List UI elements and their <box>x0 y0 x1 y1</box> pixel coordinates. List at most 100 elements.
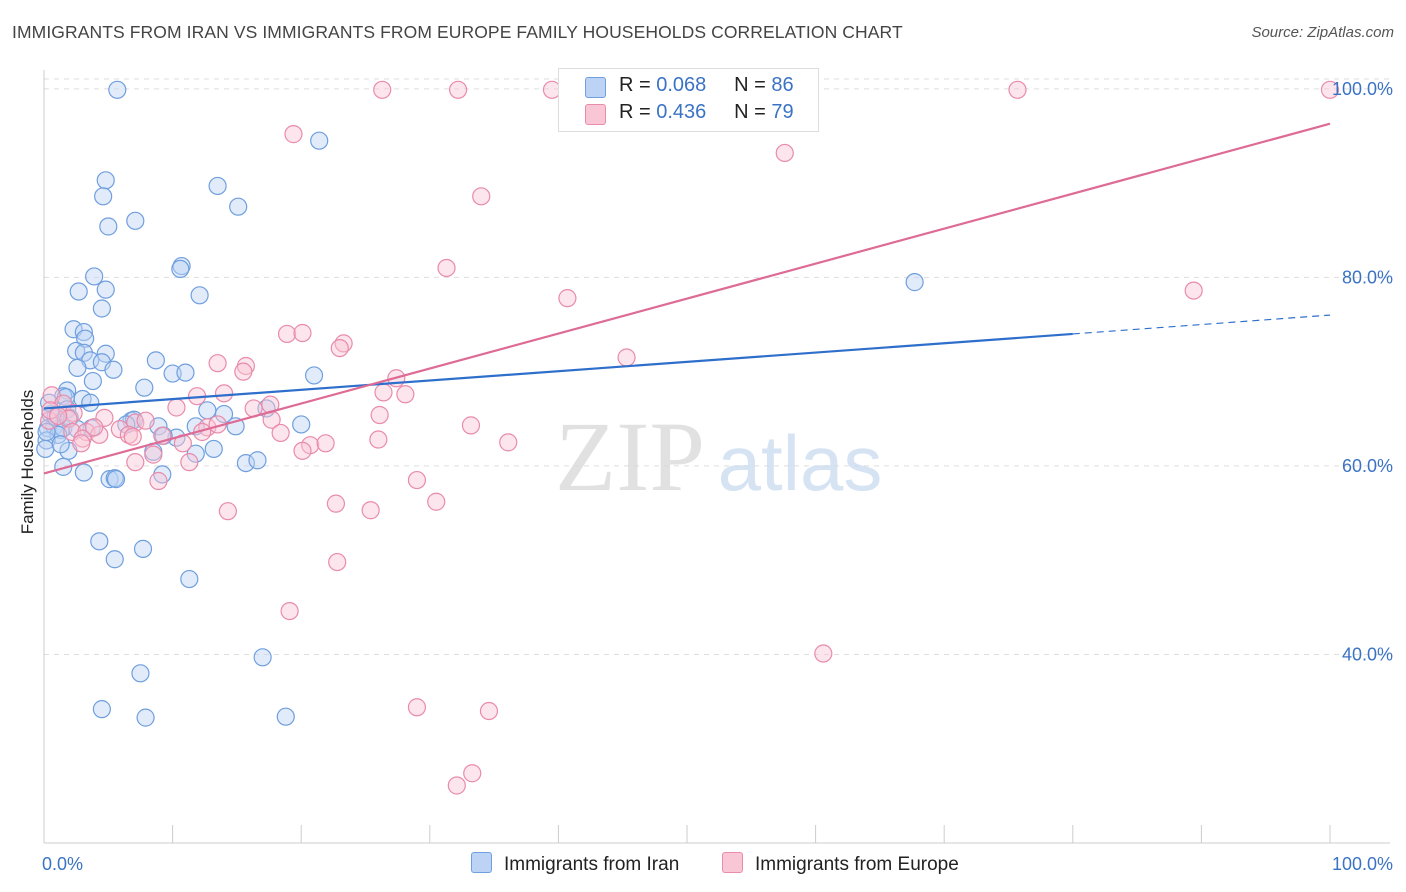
europe-point-0 <box>373 80 392 99</box>
europe-point-57 <box>369 430 388 449</box>
iran-point-2 <box>96 171 115 190</box>
europe-point-7 <box>1320 80 1340 99</box>
watermark-zip: ZIP <box>555 401 705 512</box>
iran-point-62 <box>236 453 256 473</box>
iran-point-3 <box>94 187 113 206</box>
trend-lines <box>43 122 1331 475</box>
iran-point-36 <box>81 393 100 412</box>
iran-point-18 <box>76 329 95 348</box>
europe-point-1 <box>448 80 468 99</box>
axes <box>43 70 1390 844</box>
europe-point-29 <box>167 398 186 417</box>
europe-point-66 <box>427 492 446 511</box>
europe-point-9 <box>775 143 794 163</box>
x-tick-label-0: 0.0% <box>42 854 83 874</box>
europe-point-25 <box>214 384 234 403</box>
iran-point-72 <box>90 532 109 551</box>
iran-point-69 <box>106 470 126 489</box>
europe-point-68 <box>218 502 237 521</box>
iran-point-30 <box>83 371 102 391</box>
europe-point-11 <box>437 258 456 278</box>
y-tick-label-3: 100.0% <box>1332 79 1393 99</box>
europe-point-78 <box>85 418 104 437</box>
europe-point-62 <box>126 453 145 472</box>
bottom-legend-label-europe: Immigrants from Europe <box>755 854 959 875</box>
iran-point-13 <box>96 280 115 299</box>
europe-point-77 <box>49 406 68 426</box>
iran-point-20 <box>74 343 93 362</box>
europe-point-75 <box>447 776 466 795</box>
europe-point-6 <box>1008 80 1027 99</box>
europe-point-24 <box>396 385 415 404</box>
iran-point-15 <box>92 299 111 318</box>
bottom-legend-label-iran: Immigrants from Iran <box>504 854 680 875</box>
europe-point-64 <box>149 471 168 491</box>
europe-point-73 <box>479 701 499 721</box>
iran-point-4 <box>208 176 227 196</box>
iran-point-24 <box>146 351 165 370</box>
iran-point-26 <box>104 360 123 379</box>
iran-point-25 <box>68 358 87 377</box>
europe-point-61 <box>144 445 163 464</box>
europe-point-59 <box>293 441 312 460</box>
correlation-legend: R = 0.068 N = 86 R = 0.436 N = 79 <box>558 68 819 132</box>
legend-swatch-europe <box>585 104 606 125</box>
bottom-legend-iran: Immigrants from Iran <box>471 852 679 876</box>
iran-point-77 <box>131 664 150 683</box>
iran-point-73 <box>133 539 153 558</box>
europe-point-74 <box>463 764 482 783</box>
iran-point-0 <box>108 80 127 99</box>
iran-point-40 <box>214 404 234 424</box>
europe-point-10 <box>472 187 491 206</box>
series-europe-points <box>40 80 1340 795</box>
iran-point-68 <box>105 469 124 488</box>
iran-point-67 <box>100 470 119 489</box>
europe-point-32 <box>370 405 389 425</box>
iran-point-39 <box>198 401 217 420</box>
chart-title: IMMIGRANTS FROM IRAN VS IMMIGRANTS FROM … <box>12 22 903 42</box>
europe-point-54 <box>180 453 199 472</box>
trend-line-europe <box>43 122 1331 475</box>
europe-point-42 <box>461 416 481 435</box>
legend-europe-r-value: 0.436 <box>656 101 707 123</box>
watermark-atlas: atlas <box>718 419 883 507</box>
legend-europe-r-label: R = <box>619 101 651 123</box>
legend-iran-r-value: 0.068 <box>656 74 707 96</box>
iran-point-28 <box>176 363 195 382</box>
europe-point-34 <box>64 404 83 423</box>
europe-point-60 <box>72 434 91 453</box>
bottom-legend-europe: Immigrants from Europe <box>722 852 959 876</box>
source-label: Source: ZipAtlas.com <box>1251 24 1394 41</box>
iran-point-76 <box>253 648 272 667</box>
iran-point-12 <box>69 282 88 301</box>
europe-point-38 <box>136 411 155 430</box>
europe-point-70 <box>280 601 299 621</box>
iran-point-7 <box>99 217 118 236</box>
iran-point-6 <box>126 211 145 230</box>
iran-point-17 <box>74 322 93 342</box>
europe-point-23 <box>374 383 393 402</box>
y-axis-label: Family Households <box>18 390 37 535</box>
europe-point-21 <box>234 362 253 381</box>
legend-europe-n-value: 79 <box>771 101 794 123</box>
iran-point-27 <box>163 364 182 383</box>
europe-point-58 <box>499 433 518 452</box>
iran-point-9 <box>171 259 190 279</box>
iran-point-71 <box>37 422 56 442</box>
europe-point-17 <box>330 338 349 358</box>
iran-point-85 <box>51 435 70 454</box>
europe-point-50 <box>123 427 142 446</box>
legend-iran-r-label: R = <box>619 74 651 96</box>
iran-point-61 <box>204 439 223 459</box>
europe-point-12 <box>1184 281 1203 300</box>
europe-point-31 <box>261 395 280 414</box>
iran-point-79 <box>136 708 155 727</box>
x-tick-labels: 0.0% 100.0% <box>42 854 1393 874</box>
europe-point-8 <box>284 125 303 144</box>
europe-point-13 <box>558 289 577 308</box>
europe-point-18 <box>617 348 636 367</box>
europe-point-71 <box>814 644 833 663</box>
trend-line-iran-extension <box>1072 314 1331 335</box>
europe-point-72 <box>407 698 427 717</box>
europe-point-63 <box>407 470 427 490</box>
